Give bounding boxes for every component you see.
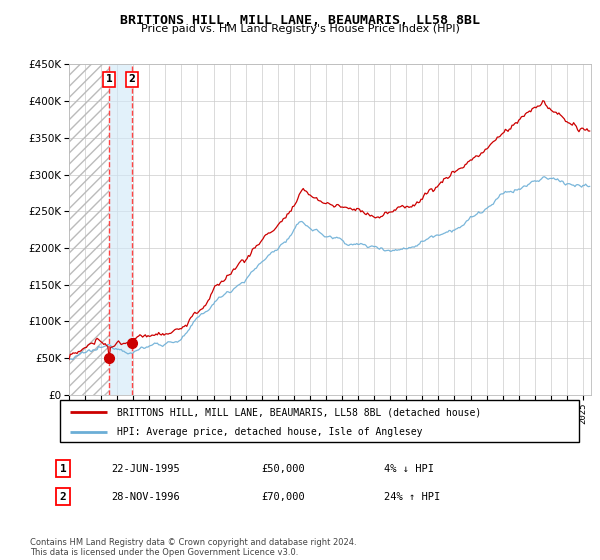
Text: 1: 1 bbox=[59, 464, 67, 474]
Text: 22-JUN-1995: 22-JUN-1995 bbox=[111, 464, 180, 474]
Text: Contains HM Land Registry data © Crown copyright and database right 2024.
This d: Contains HM Land Registry data © Crown c… bbox=[30, 538, 356, 557]
Text: BRITTONS HILL, MILL LANE, BEAUMARIS, LL58 8BL: BRITTONS HILL, MILL LANE, BEAUMARIS, LL5… bbox=[120, 14, 480, 27]
Text: HPI: Average price, detached house, Isle of Anglesey: HPI: Average price, detached house, Isle… bbox=[117, 427, 422, 437]
Text: £50,000: £50,000 bbox=[261, 464, 305, 474]
Text: Price paid vs. HM Land Registry's House Price Index (HPI): Price paid vs. HM Land Registry's House … bbox=[140, 24, 460, 34]
Text: 4% ↓ HPI: 4% ↓ HPI bbox=[384, 464, 434, 474]
Bar bbox=[109, 64, 132, 395]
Text: BRITTONS HILL, MILL LANE, BEAUMARIS, LL58 8BL (detached house): BRITTONS HILL, MILL LANE, BEAUMARIS, LL5… bbox=[117, 407, 481, 417]
Text: 2: 2 bbox=[59, 492, 67, 502]
Text: £70,000: £70,000 bbox=[261, 492, 305, 502]
Bar bbox=[69, 64, 109, 395]
Bar bbox=[69, 64, 109, 395]
Text: 1: 1 bbox=[106, 74, 113, 85]
Text: 2: 2 bbox=[128, 74, 135, 85]
Text: 24% ↑ HPI: 24% ↑ HPI bbox=[384, 492, 440, 502]
Text: 28-NOV-1996: 28-NOV-1996 bbox=[111, 492, 180, 502]
